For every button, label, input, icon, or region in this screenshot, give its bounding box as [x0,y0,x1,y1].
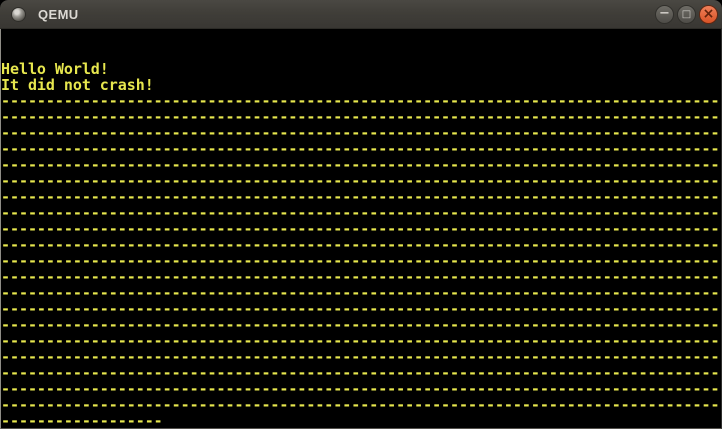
terminal-line: ----------------------------------------… [1,220,720,238]
terminal-line: ----------------------------------------… [1,156,720,174]
terminal-line: ----------------------------------------… [1,316,720,334]
window-controls: − □ × [655,5,718,24]
minimize-icon: − [659,6,670,21]
terminal-line: ----------------------------------------… [1,92,720,110]
terminal-line: ----------------------------------------… [1,268,720,286]
terminal-line: ----------------------------------------… [1,204,720,222]
titlebar[interactable]: QEMU − □ × [0,0,722,29]
window-title: QEMU [38,7,79,22]
terminal-line: ------------------ [1,412,163,429]
terminal-line [1,45,721,61]
terminal-line: ----------------------------------------… [1,396,720,414]
terminal-line: ----------------------------------------… [1,252,720,270]
terminal-line: ----------------------------------------… [1,172,720,190]
terminal-line: ----------------------------------------… [1,124,720,142]
maximize-button[interactable]: □ [677,5,696,24]
terminal-line: ----------------------------------------… [1,364,720,382]
terminal-line: ----------------------------------------… [1,188,720,206]
terminal-line: ----------------------------------------… [1,332,720,350]
maximize-icon: □ [681,8,692,20]
terminal-line: ----------------------------------------… [1,236,720,254]
terminal-line: ----------------------------------------… [1,140,720,158]
terminal-line: ----------------------------------------… [1,108,720,126]
terminal-line: ----------------------------------------… [1,300,720,318]
close-icon: × [702,6,715,22]
terminal-line: ----------------------------------------… [1,380,720,398]
minimize-button[interactable]: − [655,5,674,24]
window-icon [12,8,25,21]
terminal-line: It did not crash! [1,76,154,94]
terminal-screen[interactable]: Hello World! It did not crash! -----------… [0,29,722,429]
terminal-line: Hello World! [1,60,109,78]
terminal-line [1,29,721,45]
terminal-line: ----------------------------------------… [1,348,720,366]
terminal-line: ----------------------------------------… [1,284,720,302]
close-button[interactable]: × [699,5,718,24]
